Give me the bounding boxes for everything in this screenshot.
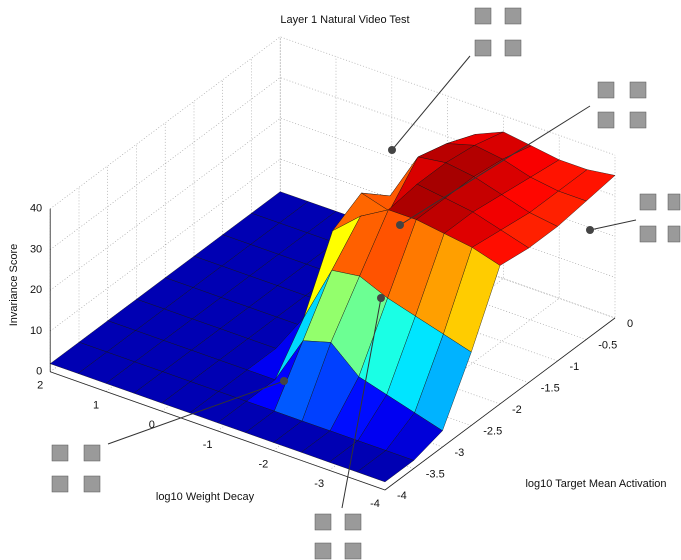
patch	[52, 445, 68, 461]
z-tick-label: 20	[30, 284, 42, 296]
patch	[345, 514, 361, 530]
x-tick-label: -4	[370, 498, 380, 510]
patch	[640, 226, 656, 242]
x-tick-label: -1	[203, 439, 213, 451]
callout-dot	[586, 226, 594, 234]
patch	[630, 112, 646, 128]
patch	[315, 543, 331, 559]
y-tick-label: -3.5	[426, 468, 445, 480]
surface	[50, 132, 615, 482]
patch	[668, 194, 680, 210]
callout	[590, 220, 636, 230]
patch	[52, 476, 68, 492]
patch	[598, 82, 614, 98]
patch	[668, 226, 680, 242]
callout-dot	[388, 146, 396, 154]
callout-dot	[377, 294, 385, 302]
y-tick-label: 0	[627, 318, 633, 330]
chart: Layer 1 Natural Video Test log10 Weight …	[0, 0, 681, 560]
x-tick-label: 1	[93, 399, 99, 411]
y-tick-label: -0.5	[598, 339, 617, 351]
patch	[505, 40, 521, 56]
y-tick-label: -3	[455, 447, 465, 459]
x-axis-label: log10 Weight Decay	[156, 491, 255, 503]
z-tick-label: 10	[30, 325, 42, 337]
callout-dot	[280, 377, 288, 385]
x-tick-label: -3	[314, 478, 324, 490]
patch	[598, 112, 614, 128]
z-tick-label: 30	[30, 243, 42, 255]
y-tick-label: -1	[570, 361, 580, 373]
y-tick-label: -4	[397, 490, 407, 502]
patch	[505, 8, 521, 24]
callout-dot	[396, 221, 404, 229]
z-tick-label: 40	[30, 203, 42, 215]
patch	[315, 514, 331, 530]
chart-title: Layer 1 Natural Video Test	[280, 14, 409, 26]
patch	[630, 82, 646, 98]
z-tick-label: 0	[36, 366, 42, 378]
y-tick-label: -1.5	[541, 382, 560, 394]
x-tick-label: 0	[149, 419, 155, 431]
patch	[475, 8, 491, 24]
x-tick-label: 2	[37, 380, 43, 392]
x-tick-label: -2	[259, 459, 269, 471]
patch	[475, 40, 491, 56]
patch	[84, 445, 100, 461]
callout	[392, 56, 470, 150]
z-axis-label: Invariance Score	[8, 244, 20, 327]
patch	[640, 194, 656, 210]
y-axis-label: log10 Target Mean Activation	[525, 478, 666, 490]
y-tick-label: -2	[512, 404, 522, 416]
patch	[345, 543, 361, 559]
patch	[84, 476, 100, 492]
y-tick-label: -2.5	[483, 425, 502, 437]
